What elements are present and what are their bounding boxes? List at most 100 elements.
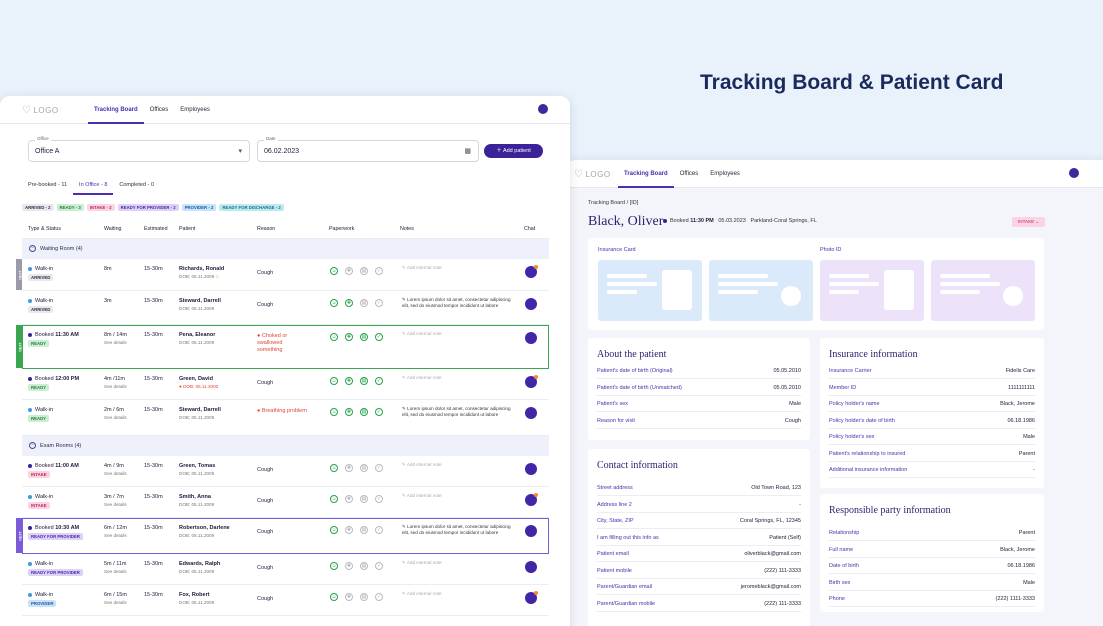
check-form-icon[interactable]: ✓ — [375, 526, 383, 534]
see-details-link[interactable]: See details — [104, 600, 127, 605]
nav-tracking-board[interactable]: Tracking Board — [88, 96, 144, 124]
consent-icon[interactable]: ☺ — [330, 526, 338, 534]
see-details-link[interactable]: See details — [104, 502, 127, 507]
insurance-card-back[interactable] — [709, 260, 813, 321]
table-row[interactable]: Walk-in READY 2m / 6m See details 15-30m Stew… — [22, 400, 549, 436]
chat-button[interactable] — [525, 493, 538, 506]
group-header[interactable]: − Exam Rooms (4) — [22, 436, 549, 456]
id-card-icon[interactable]: ▤ — [360, 333, 368, 341]
consent-icon[interactable]: ☺ — [330, 593, 338, 601]
internal-note[interactable]: ✎ Add internal note — [402, 331, 512, 337]
nav-offices[interactable]: Offices — [679, 171, 699, 177]
internal-note[interactable]: ✎ Add internal note — [402, 462, 512, 468]
patient-cell[interactable]: Edwards, Ralph DOB: 05.11.2009 — [179, 561, 220, 574]
add-patient-button[interactable]: ＋ Add patient — [484, 144, 543, 158]
insurance-icon[interactable]: ✚ — [345, 408, 353, 416]
table-row[interactable]: NEXT Booked 10:30 AM READY FOR PROVIDER 6m … — [16, 518, 549, 554]
breadcrumb[interactable]: Tracking Board / [ID] — [588, 200, 639, 206]
consent-icon[interactable]: ☺ — [330, 495, 338, 503]
insurance-icon[interactable]: ✚ — [345, 495, 353, 503]
id-card-icon[interactable]: ▤ — [360, 593, 368, 601]
id-card-icon[interactable]: ▤ — [360, 562, 368, 570]
check-form-icon[interactable]: ✓ — [375, 408, 383, 416]
internal-note[interactable]: ✎ Add internal note — [402, 591, 512, 597]
insurance-card-front[interactable] — [598, 260, 702, 321]
patient-cell[interactable]: Robertson, Darlene DOB: 05.11.2009 — [179, 525, 230, 538]
tab-pre-booked[interactable]: Pre-booked - 11 — [28, 182, 68, 188]
see-details-link[interactable]: See details — [104, 340, 127, 345]
table-row[interactable]: Walk-in INTAKE 3m / 7m See details 15-30m Smi… — [22, 487, 549, 518]
internal-note[interactable]: ✎ Add internal note — [402, 375, 512, 381]
patient-name[interactable]: Steward, Darrell — [179, 407, 221, 413]
id-card-icon[interactable]: ▤ — [360, 526, 368, 534]
chat-button[interactable] — [525, 332, 537, 344]
see-details-link[interactable]: See details — [104, 384, 127, 389]
chat-button[interactable] — [525, 561, 537, 573]
consent-icon[interactable]: ☺ — [330, 267, 338, 275]
patient-name[interactable]: Fox, Robert — [179, 592, 210, 598]
internal-note[interactable]: ✎ Lorem ipsum dolor sit amet, consectetu… — [402, 297, 512, 309]
check-form-icon[interactable]: ✓ — [375, 267, 383, 275]
patient-name[interactable]: Steward, Darrell — [179, 298, 221, 304]
check-form-icon[interactable]: ✓ — [375, 593, 383, 601]
table-row[interactable]: Walk-in ARRIVED 3m 15-30m Steward, Darrell DO… — [22, 291, 549, 325]
check-form-icon[interactable]: ✓ — [375, 562, 383, 570]
date-picker[interactable]: Date 06.02.2023 ▦ — [257, 136, 479, 162]
insurance-icon[interactable]: ✚ — [345, 299, 353, 307]
patient-name[interactable]: Richards, Ronald — [179, 266, 225, 272]
patient-cell[interactable]: Pena, Eleanor DOB: 05.11.2009 — [179, 332, 215, 345]
chat-button[interactable] — [525, 463, 537, 475]
tab-in-office[interactable]: In Office - 8 — [73, 182, 114, 195]
nav-employees[interactable]: Employees — [180, 107, 210, 113]
patient-name[interactable]: Pena, Eleanor — [179, 332, 216, 338]
insurance-icon[interactable]: ✚ — [345, 267, 353, 275]
insurance-icon[interactable]: ✚ — [345, 593, 353, 601]
user-avatar-icon[interactable] — [1069, 168, 1079, 178]
chat-button[interactable] — [525, 525, 537, 537]
table-row[interactable]: Walk-in PROVIDER 6m / 15m See details 15-30m… — [22, 585, 549, 616]
chat-button[interactable] — [525, 265, 538, 278]
id-card-icon[interactable]: ▤ — [360, 377, 368, 385]
photo-id-front[interactable] — [820, 260, 924, 321]
patient-cell[interactable]: Steward, Darrell DOB: 05.11.2009 — [179, 407, 221, 420]
internal-note[interactable]: ✎ Add internal note — [402, 493, 512, 499]
check-form-icon[interactable]: ✓ — [375, 333, 383, 341]
insurance-icon[interactable]: ✚ — [345, 464, 353, 472]
consent-icon[interactable]: ☺ — [330, 333, 338, 341]
consent-icon[interactable]: ☺ — [330, 377, 338, 385]
insurance-icon[interactable]: ✚ — [345, 333, 353, 341]
patient-name[interactable]: Smith, Anna — [179, 494, 211, 500]
office-select[interactable]: Office Office A ▾ — [28, 136, 250, 162]
nav-employees[interactable]: Employees — [710, 171, 740, 177]
table-row[interactable]: NEXT Booked 11:30 AM READY 8m / 14m See deta… — [16, 325, 549, 369]
nav-tracking-board[interactable]: Tracking Board — [618, 160, 674, 188]
photo-id-back[interactable] — [931, 260, 1035, 321]
table-row[interactable]: NEXT Walk-in ARRIVED 8m 15-30m Richards, Rona… — [16, 259, 549, 291]
see-details-link[interactable]: See details — [104, 533, 127, 538]
table-row[interactable]: Booked 12:00 PM READY 4m /11m See details 15… — [22, 369, 549, 400]
status-dropdown[interactable]: INTAKE ⌄ — [1012, 217, 1046, 227]
id-card-icon[interactable]: ▤ — [360, 267, 368, 275]
patient-name[interactable]: Edwards, Ralph — [179, 561, 221, 567]
internal-note[interactable]: ✎ Lorem ipsum dolor sit amet, consectetu… — [402, 406, 512, 418]
patient-cell[interactable]: Green, Tomas DOB: 05.11.2009 — [179, 463, 215, 476]
id-card-icon[interactable]: ▤ — [360, 464, 368, 472]
group-header[interactable]: − Waiting Room (4) — [22, 239, 549, 259]
patient-name[interactable]: Robertson, Darlene — [179, 525, 230, 531]
id-card-icon[interactable]: ▤ — [360, 408, 368, 416]
see-details-link[interactable]: See details — [104, 471, 127, 476]
id-card-icon[interactable]: ▤ — [360, 495, 368, 503]
check-form-icon[interactable]: ✓ — [375, 495, 383, 503]
tab-completed[interactable]: Completed - 0 — [119, 182, 154, 188]
patient-cell[interactable]: Smith, Anna DOB: 05.11.2009 — [179, 494, 214, 507]
chat-button[interactable] — [525, 375, 538, 388]
insurance-icon[interactable]: ✚ — [345, 526, 353, 534]
consent-icon[interactable]: ☺ — [330, 299, 338, 307]
user-avatar-icon[interactable] — [538, 104, 548, 114]
check-form-icon[interactable]: ✓ — [375, 299, 383, 307]
internal-note[interactable]: ✎ Lorem ipsum dolor sit amet, consectetu… — [402, 524, 512, 536]
patient-cell[interactable]: Fox, Robert DOB: 05.11.2009 — [179, 592, 214, 605]
chat-button[interactable] — [525, 298, 537, 310]
collapse-icon[interactable]: − — [29, 442, 36, 449]
see-details-link[interactable]: See details — [104, 415, 127, 420]
